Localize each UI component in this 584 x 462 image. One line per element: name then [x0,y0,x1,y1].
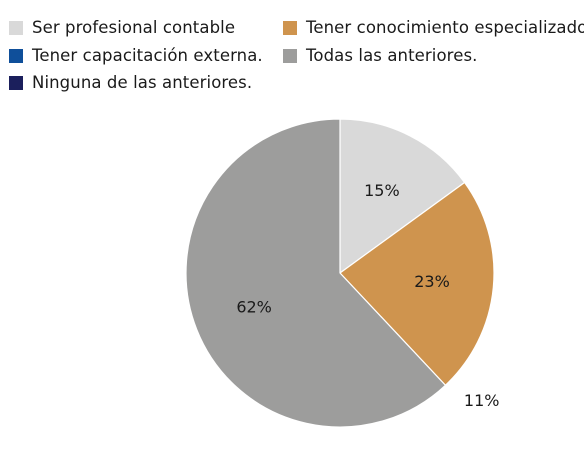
legend-item-tener-conocimiento-especializado: Tener conocimiento especializado. [283,18,584,38]
pie-slice-todas-las-anteriores [185,118,447,428]
legend-item-ninguna-de-las-anteriores: Ninguna de las anteriores. [9,73,252,93]
legend-swatch [283,49,297,63]
slice-label-todas-las-anteriores: 62% [236,298,272,317]
slice-label-tener-conocimiento-especializado: 23% [414,272,450,291]
legend-label: Tener conocimiento especializado. [306,18,584,37]
legend-item-ser-profesional-contable: Ser profesional contable [9,18,235,38]
legend-item-tener-capacitacion-externa: Tener capacitación externa. [9,46,263,66]
legend-swatch [9,49,23,63]
outside-label-0: 11% [464,391,500,410]
legend-item-todas-las-anteriores: Todas las anteriores. [283,46,478,66]
pie-slice-ser-profesional-contable [339,118,466,274]
legend-swatch [9,21,23,35]
chart-legend: Ser profesional contable Tener conocimie… [9,18,584,93]
pie-slice-tener-conocimiento-especializado [339,181,495,386]
legend-swatch [283,21,297,35]
legend-label: Ninguna de las anteriores. [32,73,253,92]
legend-swatch [9,76,23,90]
slice-label-ser-profesional-contable: 15% [364,181,400,200]
legend-label: Tener capacitación externa. [32,46,263,65]
legend-label: Ser profesional contable [32,18,236,37]
legend-label: Todas las anteriores. [306,46,478,65]
